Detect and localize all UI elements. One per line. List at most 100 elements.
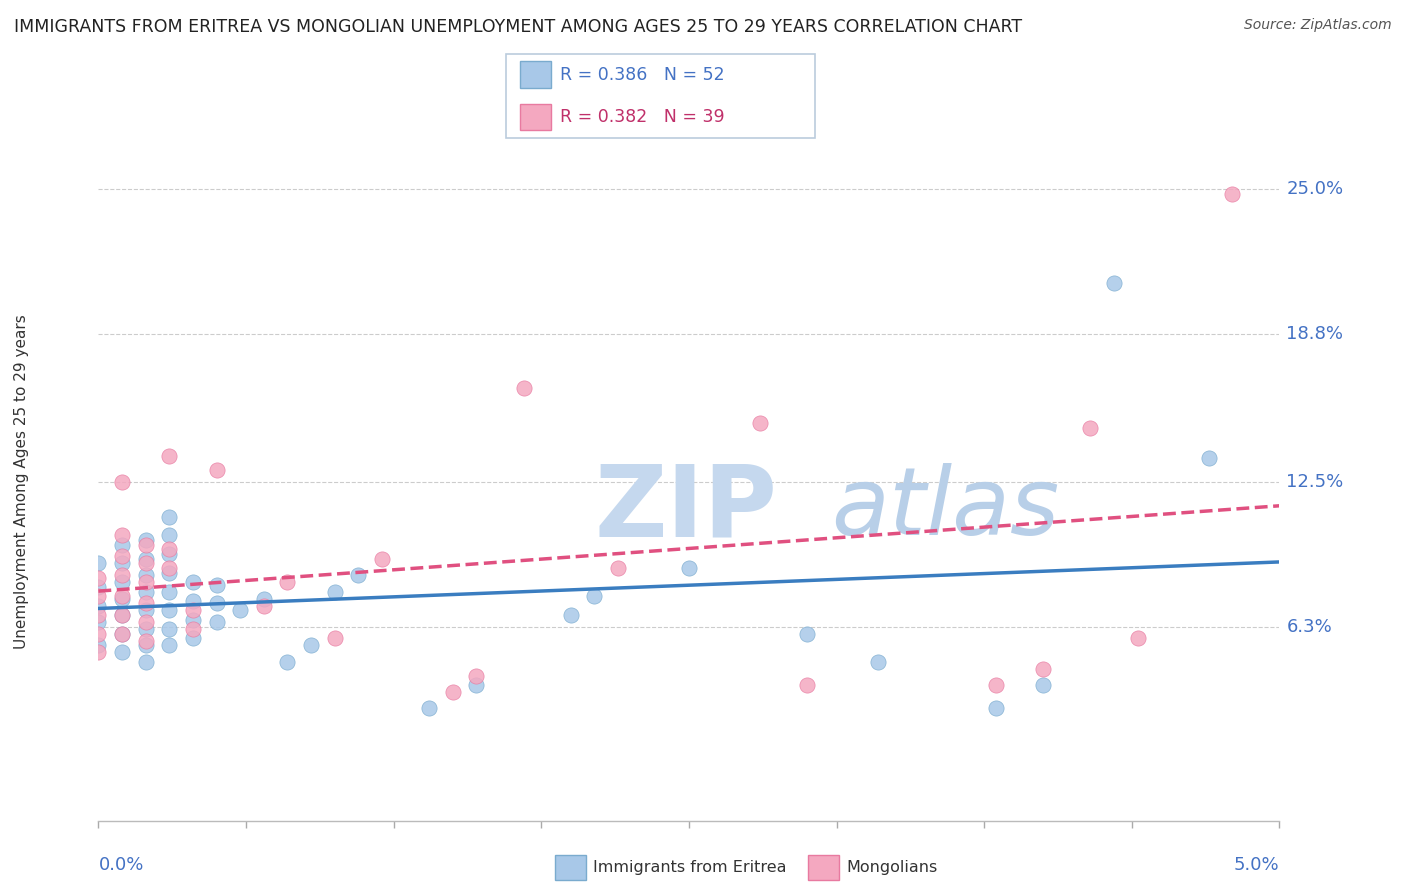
- Point: [276, 575, 298, 590]
- Point: [111, 568, 134, 582]
- Point: [866, 655, 889, 669]
- Point: [135, 551, 157, 566]
- Point: [87, 557, 110, 571]
- Text: R = 0.386   N = 52: R = 0.386 N = 52: [560, 66, 724, 84]
- Point: [87, 570, 110, 584]
- Point: [87, 626, 110, 640]
- Point: [111, 557, 134, 571]
- Point: [748, 416, 770, 430]
- Point: [157, 561, 180, 575]
- Point: [347, 568, 370, 582]
- Point: [253, 599, 276, 613]
- Point: [560, 607, 582, 622]
- Text: 0.0%: 0.0%: [98, 856, 143, 874]
- Point: [205, 615, 228, 629]
- Point: [205, 577, 228, 591]
- Point: [205, 463, 228, 477]
- Point: [1220, 187, 1243, 202]
- Point: [276, 655, 298, 669]
- Point: [181, 575, 204, 590]
- Point: [135, 603, 157, 617]
- Point: [87, 645, 110, 659]
- Point: [135, 533, 157, 548]
- Text: 12.5%: 12.5%: [1286, 473, 1344, 491]
- Point: [323, 632, 346, 646]
- Point: [1032, 662, 1054, 676]
- Point: [253, 591, 276, 606]
- Point: [1126, 632, 1149, 646]
- Point: [111, 626, 134, 640]
- Point: [465, 678, 488, 692]
- Point: [181, 603, 204, 617]
- Point: [111, 607, 134, 622]
- Point: [796, 678, 818, 692]
- Point: [1198, 451, 1220, 466]
- Point: [157, 603, 180, 617]
- Point: [87, 615, 110, 629]
- Point: [87, 638, 110, 652]
- Point: [229, 603, 252, 617]
- Point: [157, 584, 180, 599]
- Point: [135, 584, 157, 599]
- Text: Immigrants from Eritrea: Immigrants from Eritrea: [593, 861, 787, 875]
- Point: [111, 575, 134, 590]
- Point: [157, 509, 180, 524]
- Text: 5.0%: 5.0%: [1234, 856, 1279, 874]
- Point: [135, 557, 157, 571]
- Point: [111, 549, 134, 564]
- Point: [135, 568, 157, 582]
- Text: 25.0%: 25.0%: [1286, 180, 1344, 199]
- Text: Mongolians: Mongolians: [846, 861, 938, 875]
- Point: [299, 638, 322, 652]
- Point: [135, 538, 157, 552]
- Point: [181, 613, 204, 627]
- Point: [181, 594, 204, 608]
- Point: [157, 449, 180, 463]
- Point: [111, 591, 134, 606]
- Point: [87, 580, 110, 594]
- Point: [111, 645, 134, 659]
- Point: [135, 615, 157, 629]
- Point: [796, 626, 818, 640]
- Point: [157, 566, 180, 580]
- Point: [87, 599, 110, 613]
- Text: Unemployment Among Ages 25 to 29 years: Unemployment Among Ages 25 to 29 years: [14, 314, 28, 649]
- Text: R = 0.382   N = 39: R = 0.382 N = 39: [560, 108, 724, 126]
- Point: [135, 633, 157, 648]
- Point: [418, 701, 440, 715]
- Point: [181, 622, 204, 636]
- Point: [111, 607, 134, 622]
- Point: [111, 589, 134, 603]
- Point: [678, 561, 700, 575]
- Point: [205, 596, 228, 610]
- Point: [1032, 678, 1054, 692]
- Point: [984, 701, 1007, 715]
- Point: [157, 638, 180, 652]
- Point: [1102, 276, 1125, 290]
- Point: [465, 669, 488, 683]
- Text: 6.3%: 6.3%: [1286, 617, 1333, 636]
- Text: IMMIGRANTS FROM ERITREA VS MONGOLIAN UNEMPLOYMENT AMONG AGES 25 TO 29 YEARS CORR: IMMIGRANTS FROM ERITREA VS MONGOLIAN UNE…: [14, 18, 1022, 36]
- Point: [157, 547, 180, 561]
- Point: [323, 584, 346, 599]
- Point: [135, 655, 157, 669]
- Point: [441, 685, 464, 699]
- Point: [181, 632, 204, 646]
- Point: [157, 542, 180, 557]
- Point: [371, 551, 394, 566]
- Point: [111, 475, 134, 489]
- Text: Source: ZipAtlas.com: Source: ZipAtlas.com: [1244, 18, 1392, 32]
- Point: [111, 538, 134, 552]
- Point: [512, 381, 534, 395]
- Text: 18.8%: 18.8%: [1286, 326, 1344, 343]
- Point: [984, 678, 1007, 692]
- Text: atlas: atlas: [831, 463, 1059, 554]
- Point: [583, 589, 606, 603]
- Point: [111, 528, 134, 542]
- Point: [607, 561, 630, 575]
- Point: [135, 596, 157, 610]
- Point: [157, 622, 180, 636]
- Text: ZIP: ZIP: [595, 460, 778, 558]
- Point: [135, 575, 157, 590]
- Point: [135, 638, 157, 652]
